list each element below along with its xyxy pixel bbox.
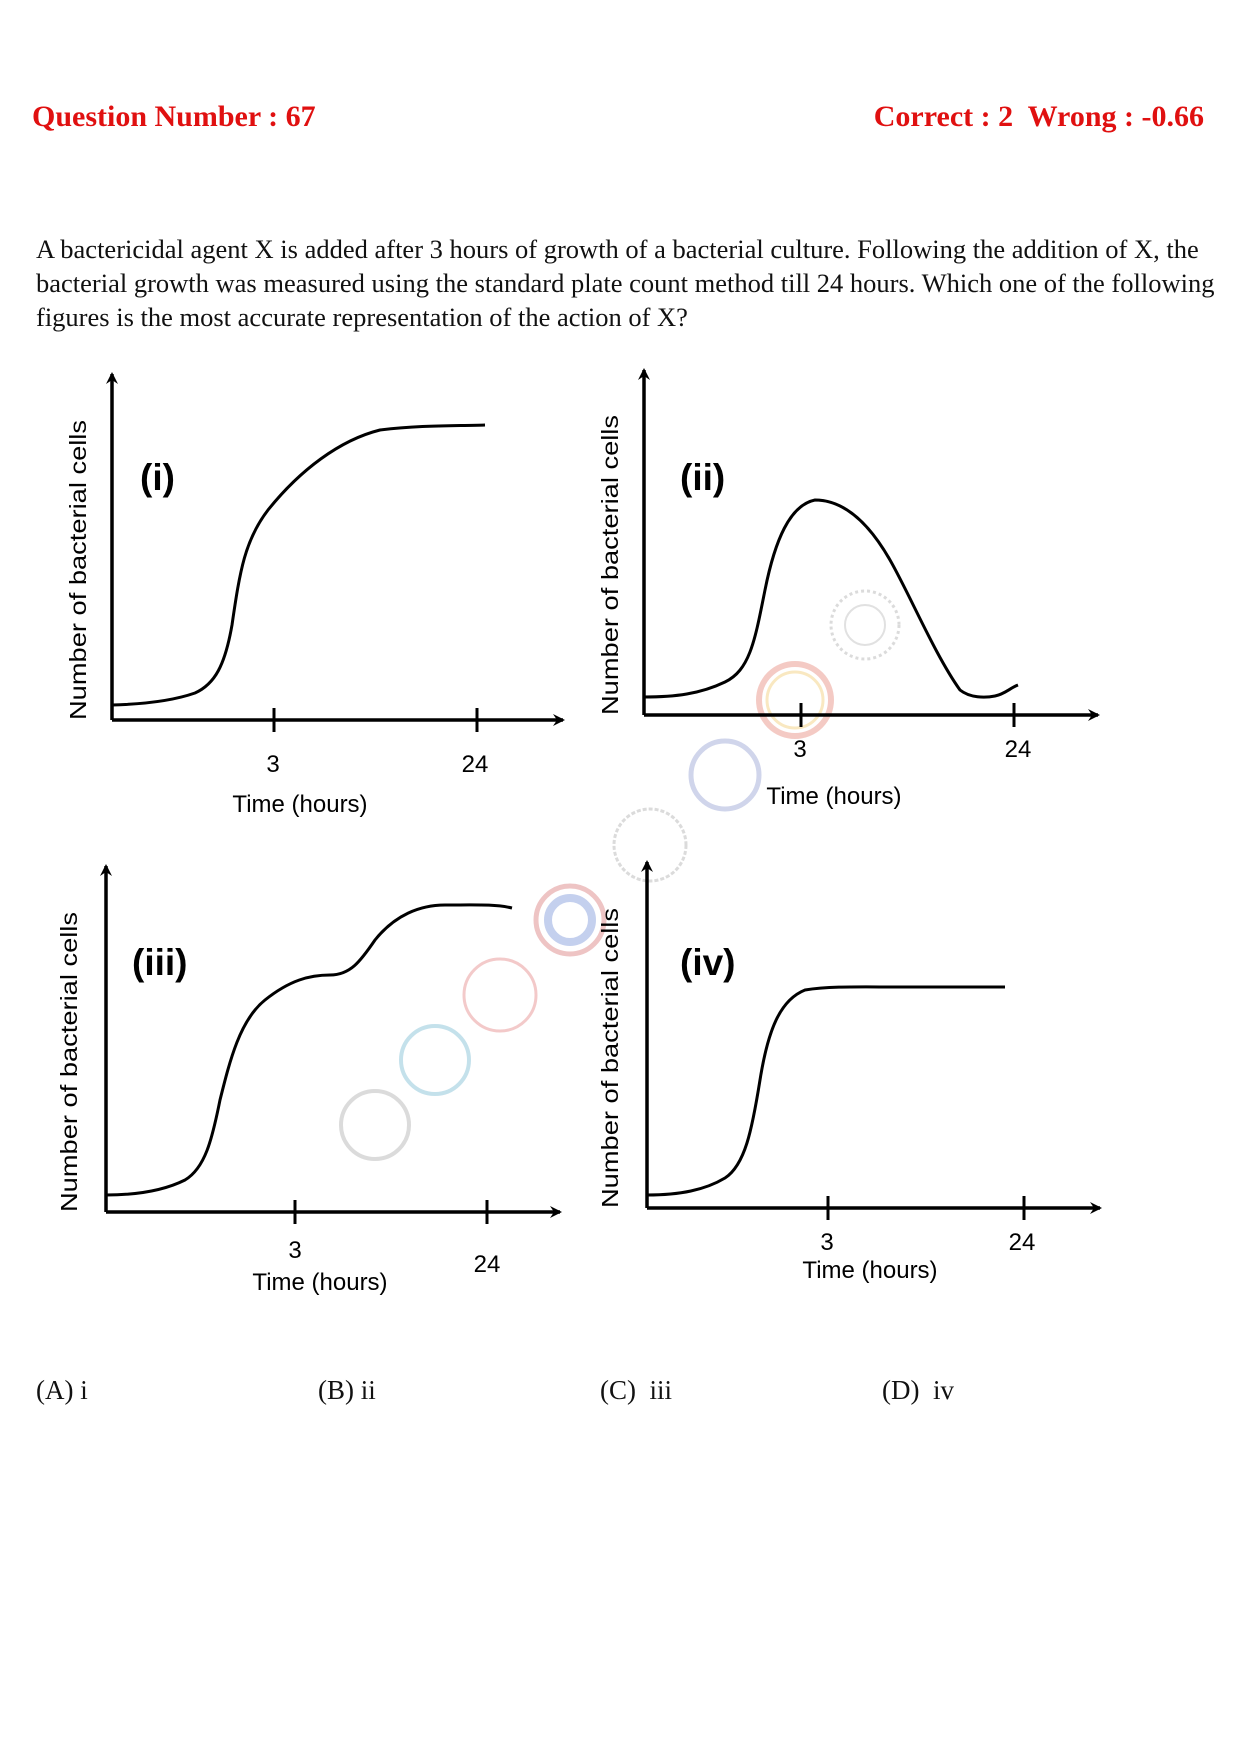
- graph-iii-tick-24: 24: [474, 1251, 501, 1278]
- graph-ii-label: (ii): [680, 457, 725, 498]
- graph-iv-xlabel: Time (hours): [802, 1257, 937, 1284]
- graph-i-xlabel: Time (hours): [232, 791, 367, 818]
- graph-iii-label: (iii): [132, 942, 187, 983]
- graph-iv-tick-24: 24: [1009, 1229, 1036, 1256]
- graph-i-tick-3: 3: [266, 751, 279, 778]
- option-b[interactable]: (B) ii: [318, 1375, 376, 1405]
- graph-i-tick-24: 24: [462, 751, 489, 778]
- graph-ii: [638, 368, 1100, 727]
- graph-iv: [641, 860, 1102, 1220]
- graph-i-label: (i): [140, 457, 175, 498]
- growth-curve: [105, 903, 513, 1197]
- graph-ii-ylabel: Number of bacterial cells: [597, 415, 623, 715]
- growth-curve: [111, 423, 486, 707]
- watermark-seals: [339, 589, 901, 1161]
- answer-options: (A) i (B) ii (C) iii (D) iv: [36, 1375, 1036, 1415]
- graph-iii: [100, 864, 562, 1224]
- graph-iii-xlabel: Time (hours): [252, 1269, 387, 1296]
- graph-iv-ylabel: Number of bacterial cells: [597, 908, 623, 1208]
- graph-ii-tick-3: 3: [793, 736, 806, 763]
- growth-curve: [643, 498, 1019, 699]
- graph-iii-ylabel: Number of bacterial cells: [56, 912, 82, 1212]
- graph-ii-tick-24: 24: [1005, 736, 1032, 763]
- graph-ii-xlabel: Time (hours): [766, 783, 901, 810]
- graph-iv-tick-3: 3: [820, 1229, 833, 1256]
- graph-i-ylabel: Number of bacterial cells: [65, 420, 91, 720]
- graph-iv-label: (iv): [680, 942, 736, 983]
- option-d[interactable]: (D) iv: [882, 1375, 954, 1405]
- growth-curve: [646, 985, 1005, 1197]
- question-header: Question Number : 67 Correct : 2 Wrong :…: [32, 100, 1204, 140]
- marking-scheme: Correct : 2 Wrong : -0.66: [873, 100, 1204, 133]
- graph-i: [106, 372, 565, 732]
- option-c[interactable]: (C) iii: [600, 1375, 672, 1405]
- option-a[interactable]: (A) i: [36, 1375, 88, 1405]
- question-text: A bactericidal agent X is added after 3 …: [36, 234, 1215, 332]
- question-number: Question Number : 67: [32, 100, 316, 133]
- graph-iii-tick-3: 3: [288, 1237, 301, 1264]
